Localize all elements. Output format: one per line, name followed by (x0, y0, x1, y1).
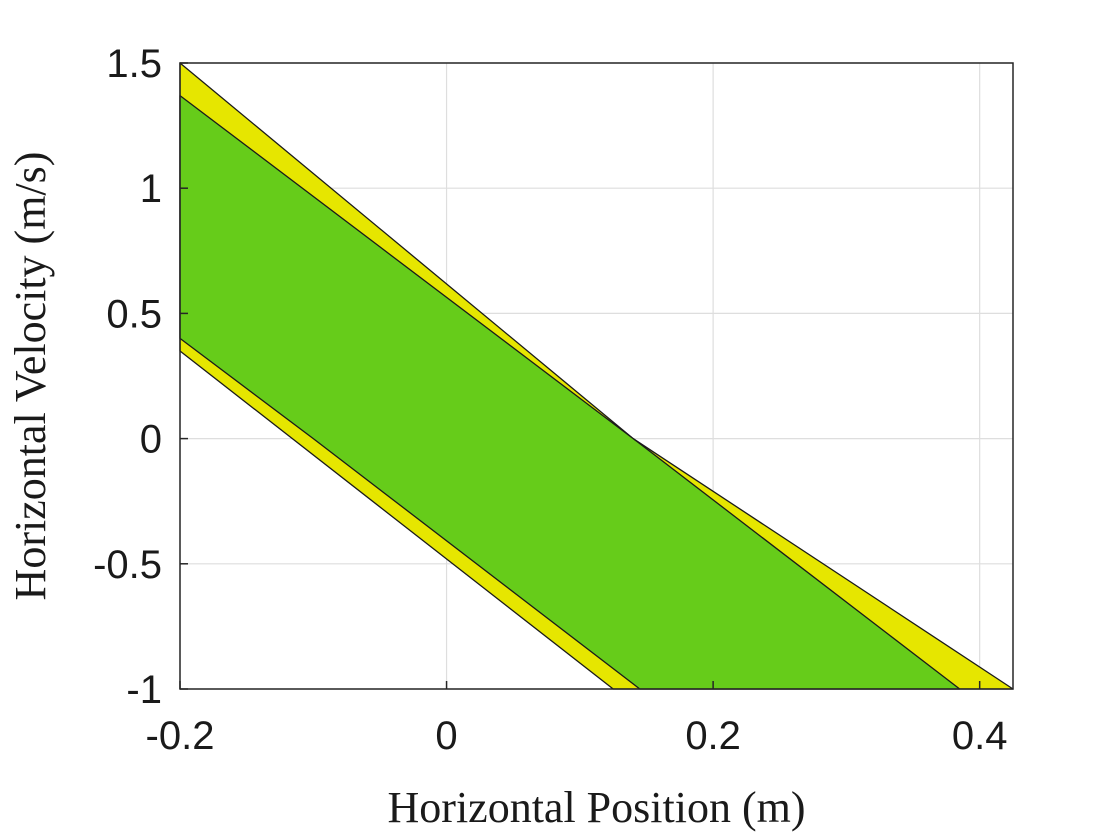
y-tick-label: 0 (140, 418, 162, 462)
x-tick-label: 0.2 (685, 714, 741, 758)
x-tick-label: 0 (435, 714, 457, 758)
y-axis-label: Horizontal Velocity (m/s) (6, 152, 55, 601)
y-tick-label: 0.5 (106, 292, 162, 336)
y-tick-label: 1 (140, 167, 162, 211)
x-tick-label: 0.4 (952, 714, 1008, 758)
regions (179, 62, 1014, 690)
region-1 (179, 94, 961, 690)
x-tick-label: -0.2 (146, 714, 215, 758)
plot-frame (179, 62, 1014, 690)
y-tick-label: 1.5 (106, 42, 162, 86)
x-axis-label: Horizontal Position (m) (388, 783, 806, 832)
y-tick-label: -0.5 (93, 543, 162, 587)
x-ticks: -0.2 0 0.2 0.4 (146, 681, 1008, 758)
y-ticks: -1 -0.5 0 0.5 1 1.5 (93, 42, 188, 712)
y-tick-label: -1 (126, 668, 162, 712)
